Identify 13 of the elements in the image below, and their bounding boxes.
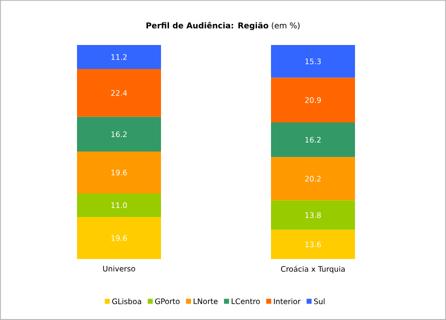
bar	[271, 230, 355, 259]
bar	[271, 44, 355, 78]
bar	[77, 217, 162, 259]
chart-title: Perfil de Audiência: Região (em %)	[146, 22, 300, 30]
bar	[271, 122, 355, 158]
bar	[271, 200, 355, 230]
bar	[271, 157, 355, 200]
bar	[77, 152, 162, 194]
bar	[271, 78, 355, 122]
bar	[77, 68, 162, 117]
bar	[77, 116, 162, 152]
bar	[77, 194, 162, 218]
bar	[77, 44, 162, 69]
